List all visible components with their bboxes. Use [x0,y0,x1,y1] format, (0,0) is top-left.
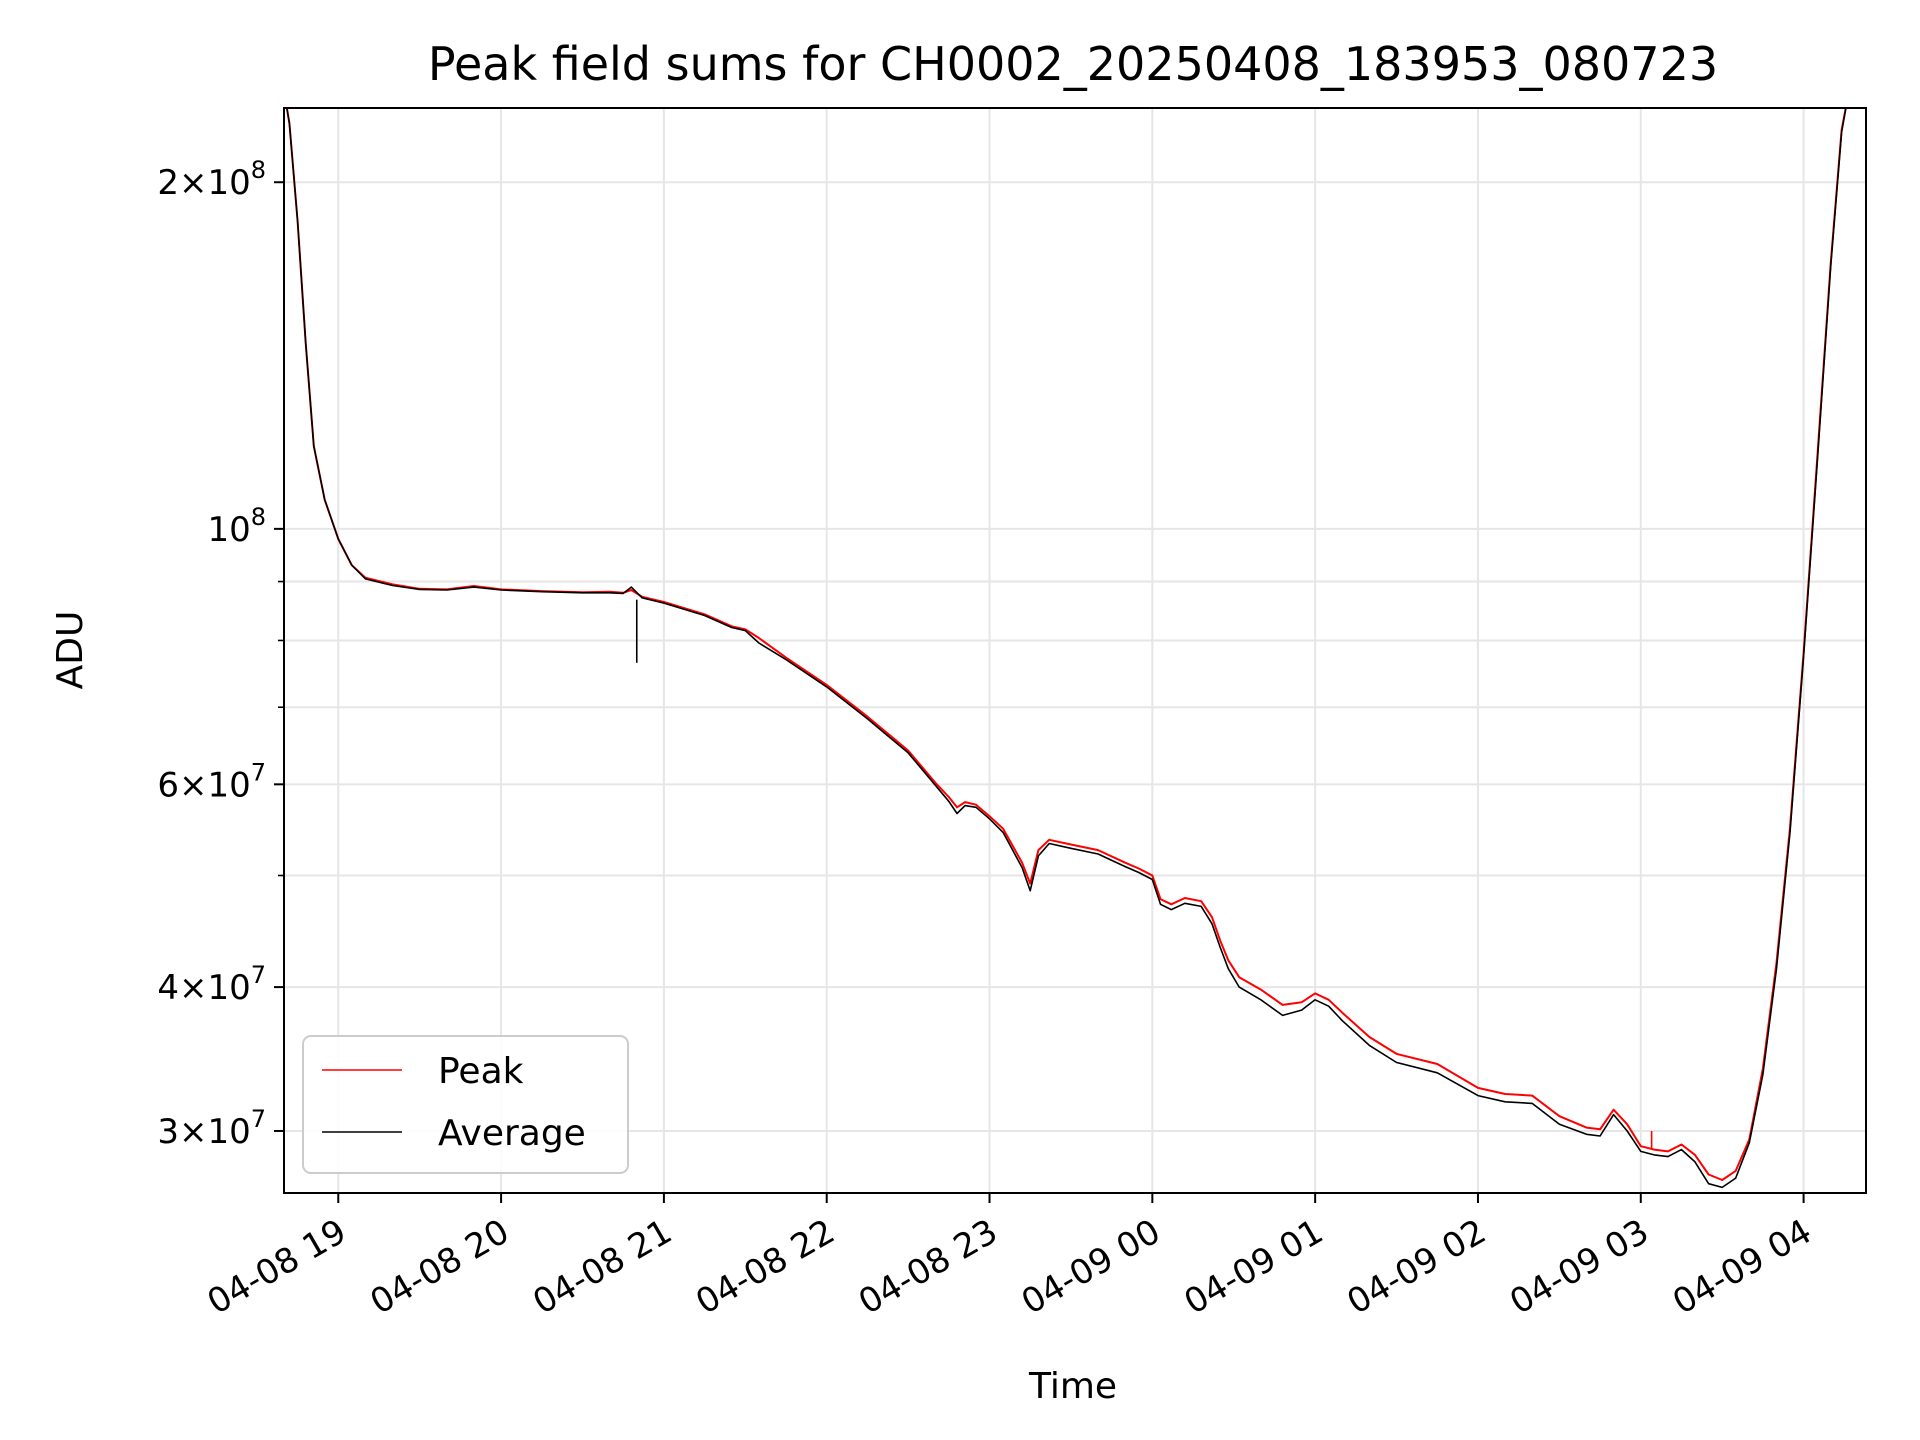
series-line-average [286,108,1847,1189]
series-layer [285,108,1847,1189]
y-tick-label: 3×107 [157,1105,266,1152]
legend-average-label: Average [438,1113,586,1154]
y-tick-label: 108 [207,503,266,550]
legend: Peak Average [302,1035,629,1174]
chart-title: Peak field sums for CH0002_20250408_1839… [428,37,1718,91]
legend-peak-label: Peak [438,1051,524,1092]
y-tick-label: 6×107 [157,758,266,805]
y-tick-label: 4×107 [157,961,266,1008]
plot-frame [283,107,1867,1194]
y-tick-label: 2×108 [157,156,266,203]
x-axis-label: Time [1028,1366,1117,1407]
y-axis-label: ADU [50,611,91,690]
